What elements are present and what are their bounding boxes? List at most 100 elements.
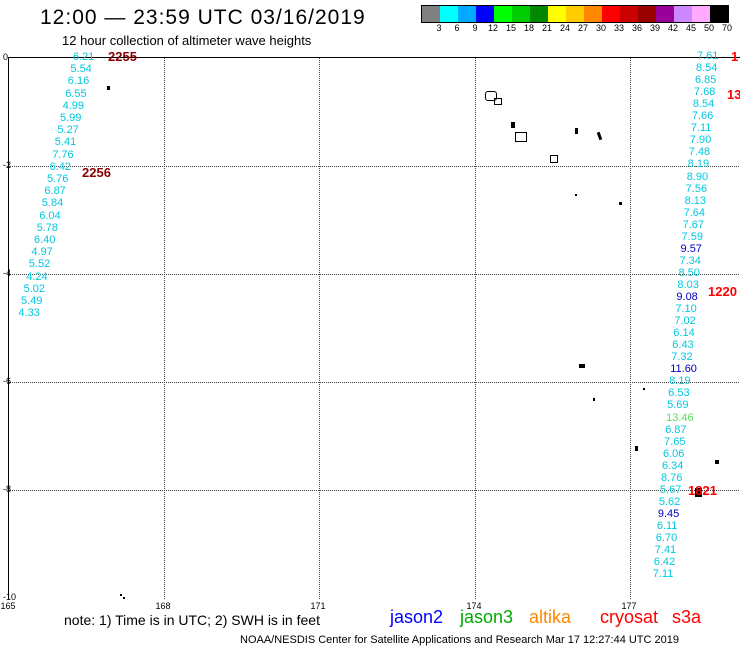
island (485, 91, 497, 101)
island (120, 594, 122, 596)
wave-height-value: 4.33 (18, 307, 40, 320)
wave-height-value: 7.02 (674, 315, 696, 328)
island (695, 488, 702, 497)
wave-height-value: 5.69 (667, 399, 689, 412)
wave-height-value: 9.45 (657, 507, 680, 520)
lat-label: 0 (3, 52, 9, 62)
wave-height-value: 7.10 (675, 303, 697, 316)
scale-label: 3 (436, 23, 442, 33)
lat-label: -10 (3, 592, 17, 602)
gridline-lat (9, 274, 740, 275)
wave-height-color-scale (421, 5, 729, 23)
scale-swatch (440, 6, 458, 22)
lon-label: 171 (310, 601, 326, 611)
lon-label: 168 (155, 601, 171, 611)
scale-label: 24 (559, 23, 571, 33)
wave-height-value: 6.42 (653, 556, 676, 569)
wave-height-value: 7.48 (688, 146, 711, 159)
note-text: note: 1) Time is in UTC; 2) SWH is in fe… (64, 612, 320, 628)
wave-height-value: 7.64 (683, 206, 706, 219)
satellite-jason2: jason2 (390, 607, 444, 627)
scale-swatch (710, 6, 728, 22)
time-label: 2255 (108, 49, 137, 64)
wave-height-value: 7.68 (693, 86, 716, 99)
gridline-lat (9, 382, 740, 383)
wave-height-value: 7.76 (52, 148, 74, 161)
scale-label: 42 (667, 23, 679, 33)
wave-height-value: 6.40 (34, 234, 56, 246)
time-label: 2256 (82, 165, 111, 180)
wave-height-value: 6.70 (655, 532, 678, 544)
wave-height-value: 7.32 (671, 351, 693, 364)
scale-label: 39 (649, 23, 661, 33)
wave-height-value: 5.76 (47, 173, 69, 185)
scale-swatch (494, 6, 512, 22)
wave-height-value: 7.41 (654, 544, 677, 557)
scale-swatch (602, 6, 620, 22)
time-label: 1 (731, 49, 739, 64)
wave-height-value: 5.41 (54, 136, 77, 149)
island (619, 202, 622, 205)
lon-label: 165 (0, 601, 16, 611)
scale-swatch (620, 6, 638, 22)
island (515, 132, 527, 142)
scale-label: 9 (472, 23, 478, 33)
wave-height-value: 9.08 (676, 291, 698, 303)
wave-height-value: 8.50 (678, 266, 700, 279)
wave-height-value: 6.87 (44, 185, 66, 198)
wave-height-value: 13.46 (666, 411, 694, 424)
wave-height-value: 6.11 (656, 519, 678, 532)
wave-height-value: 6.87 (665, 423, 687, 436)
island (575, 128, 578, 134)
gridline-lon (630, 58, 631, 599)
island (715, 460, 719, 464)
wave-height-value: 8.19 (687, 158, 710, 171)
scale-label: 70 (721, 23, 733, 33)
satellite-s3a: s3a (672, 607, 702, 627)
wave-height-value: 9.57 (680, 242, 702, 255)
wave-height-value: 7.59 (681, 230, 703, 243)
wave-height-value: 6.85 (694, 74, 717, 87)
wave-height-value: 8.19 (669, 375, 691, 388)
wave-height-value: 7.61 (697, 50, 719, 62)
wave-height-value: 5.27 (57, 124, 79, 137)
wave-height-value: 7.11 (690, 122, 712, 135)
wave-height-value: 8.54 (695, 62, 718, 75)
island (550, 155, 558, 163)
scale-swatch (566, 6, 584, 22)
wave-height-value: 6.53 (668, 387, 690, 400)
wave-height-value: 6.21 (73, 51, 95, 63)
gridline-lon (164, 58, 165, 599)
wave-height-value: 8.03 (677, 278, 699, 291)
scale-swatch (530, 6, 548, 22)
scale-label: 30 (595, 23, 607, 33)
wave-height-value: 6.34 (661, 459, 684, 472)
gridline-lat (9, 490, 740, 491)
wave-height-value: 7.34 (679, 254, 701, 267)
scale-swatch (656, 6, 674, 22)
scale-swatch (692, 6, 710, 22)
wave-height-value: 6.14 (673, 327, 695, 340)
wave-height-value: 4.97 (31, 246, 53, 259)
wave-height-value: 6.55 (65, 87, 87, 100)
satellite-jason3: jason3 (460, 607, 514, 627)
island (511, 122, 515, 128)
wave-height-value: 6.42 (49, 160, 72, 173)
wave-height-value: 6.04 (39, 209, 61, 222)
lat-label: -2 (3, 160, 12, 170)
scale-swatch (584, 6, 602, 22)
island (123, 597, 125, 599)
wave-height-value: 5.54 (70, 63, 92, 76)
time-label: 1821 (688, 483, 717, 498)
scale-swatch (476, 6, 494, 22)
scale-label: 18 (523, 23, 535, 33)
wave-height-value: 5.84 (41, 197, 64, 210)
wave-height-value: 8.54 (692, 98, 715, 111)
wave-height-value: 4.24 (26, 270, 48, 283)
wave-height-value: 5.62 (658, 495, 681, 508)
scale-label: 6 (454, 23, 460, 33)
scale-label: 36 (631, 23, 643, 33)
scale-swatch (674, 6, 692, 22)
wave-height-value: 7.56 (685, 182, 708, 195)
